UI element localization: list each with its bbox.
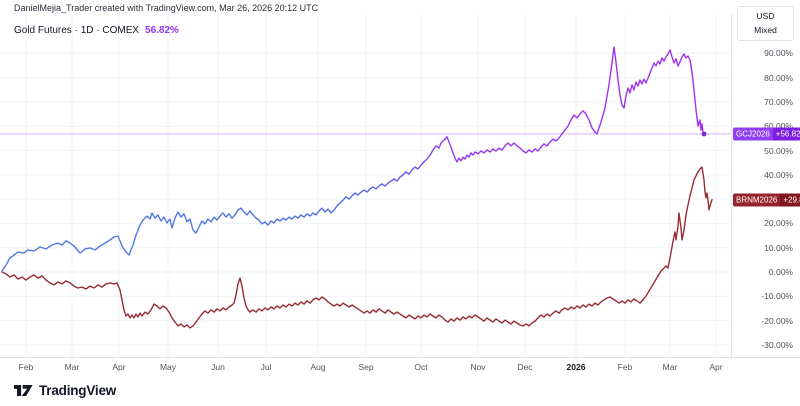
attribution-text: DanielMejia_Trader created with TradingV… [14, 3, 319, 13]
price-scale-mode-chip[interactable]: USD Mixed [737, 6, 794, 42]
price-label-value: +56.82% [772, 127, 800, 141]
time-tick-label: Apr [709, 362, 723, 372]
tradingview-wordmark: TradingView [39, 383, 117, 398]
price-tick-label: 0.00% [768, 267, 793, 277]
price-label-symbol: BRNM2026 [733, 193, 781, 207]
time-axis[interactable]: Feb Mar Apr May Jun Jul Aug Sep Oct Nov Dec 2026 Feb… [0, 357, 800, 375]
price-tick-label: 70.00% [764, 96, 793, 107]
price-tick-label: -10.00% [761, 291, 793, 302]
price-axis[interactable]: 90.00%80.00%70.00%60.00%50.00%40.00%30.0… [731, 14, 800, 357]
price-label-symbol: GCJ2026 [733, 127, 773, 141]
price-tick-label: 20.00% [764, 218, 793, 229]
tradingview-logo-icon [14, 384, 33, 397]
price-tick-label: 60.00% [764, 121, 793, 132]
price-tick-label: 90.00% [764, 48, 793, 59]
time-tick-label: May [159, 362, 177, 372]
price-tick-label: 50.00% [764, 145, 793, 156]
time-tick-label: Aug [310, 362, 326, 372]
time-tick-label: Mar [662, 362, 678, 372]
symbol-legend-title[interactable]: Gold Futures · 1D · COMEX [14, 25, 140, 36]
symbol-legend-change: 56.82% [145, 25, 179, 36]
currency-label[interactable]: USD [756, 11, 775, 21]
price-tick-label: 10.00% [764, 242, 793, 253]
time-tick-label: Mar [64, 362, 80, 372]
price-label-value: +29.80% [780, 193, 800, 207]
scale-mode-label[interactable]: Mixed [754, 24, 777, 35]
time-tick-label: Jul [260, 362, 272, 372]
last-value-marker [701, 131, 707, 137]
time-tick-label: Feb [617, 362, 633, 372]
price-tick-label: -30.00% [761, 339, 793, 350]
time-tick-label: Feb [18, 362, 34, 372]
tradingview-footer[interactable]: TradingView [14, 383, 116, 398]
time-tick-label-year: 2026 [566, 362, 586, 372]
price-label-badge-brnm2026[interactable]: BRNM2026+29.80% [733, 193, 800, 207]
price-tick-label: 40.00% [764, 169, 793, 180]
time-tick-label: Nov [470, 362, 486, 372]
time-tick-label: Oct [414, 362, 428, 372]
price-label-badge-gcj2026[interactable]: GCJ2026+56.82% [733, 127, 800, 141]
time-tick-label: Sep [358, 362, 374, 372]
series-line[interactable] [1, 46, 705, 272]
series-line[interactable] [1, 166, 713, 329]
time-tick-label: Jun [211, 362, 225, 372]
time-tick-label: Dec [517, 362, 533, 372]
symbol-legend[interactable]: Gold Futures · 1D · COMEX 56.82% [14, 25, 179, 36]
price-tick-label: 80.00% [764, 72, 793, 83]
time-tick-label: Apr [112, 362, 126, 372]
price-tick-label: -20.00% [761, 315, 793, 326]
